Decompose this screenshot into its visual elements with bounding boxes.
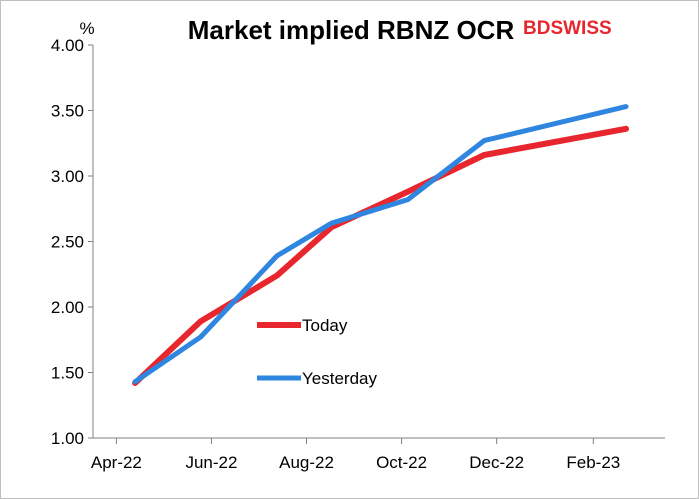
legend-label-today: Today [302,316,348,335]
y-tick-label: 1.00 [51,429,84,448]
y-tick-label: 2.50 [51,233,84,252]
brand-logo: BDSWISS [523,18,612,39]
x-tick-label: Aug-22 [279,453,334,472]
x-tick-label: Oct-22 [376,453,427,472]
y-tick-label: 1.50 [51,364,84,383]
y-tick-label: 2.00 [51,298,84,317]
chart-title: Market implied RBNZ OCR [188,15,515,45]
x-tick-label: Feb-23 [566,453,620,472]
axes: 1.00 1.50 2.00 2.50 3.00 3.50 4.00 Apr-22 Jun-22… [51,36,665,472]
series-line-yesterday [132,104,629,385]
legend-label-yesterday: Yesterday [302,369,377,388]
logo-part-swiss: SWISS [550,18,611,39]
y-axis-unit: % [79,19,94,38]
x-tick-label: Jun-22 [185,453,237,472]
svg-text:BDSWISS: BDSWISS [523,18,612,39]
series-layer [132,104,629,386]
x-tick-label: Apr-22 [91,453,142,472]
legend: Today Yesterday [257,316,377,388]
series-line-today [132,125,629,386]
y-tick-label: 4.00 [51,36,84,55]
logo-part-bd: BD [523,18,550,39]
y-tick-label: 3.00 [51,167,84,186]
y-tick-label: 3.50 [51,102,84,121]
x-tick-label: Dec-22 [469,453,524,472]
